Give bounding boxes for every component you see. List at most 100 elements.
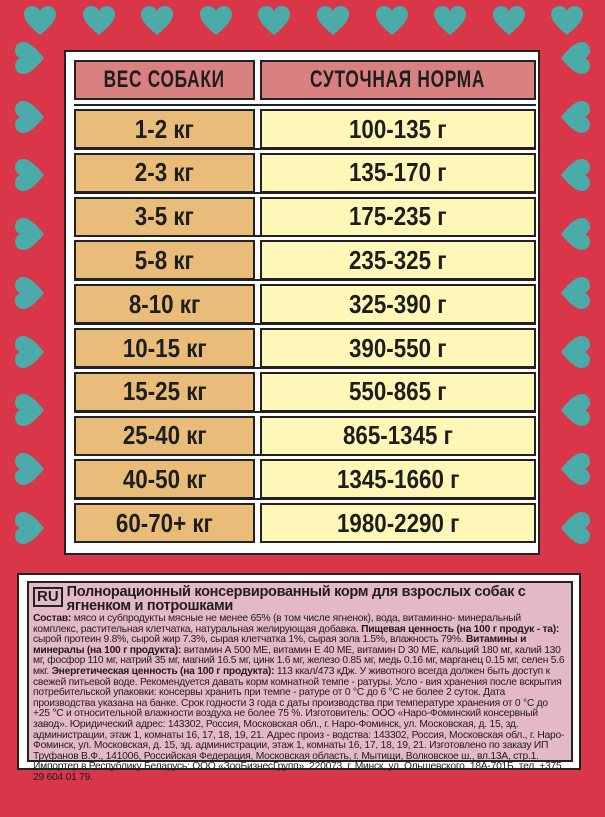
label-text: мясо и субпродукты мясные не менее 65% (… [33,613,521,635]
daily-norm-cell: 135-170 г [260,152,536,193]
cell-text: ВЕС СОБАКИ [103,66,226,93]
row-divider [74,147,536,150]
heart-icon [14,217,46,251]
heart-icon [82,5,116,37]
heart-icon [492,5,526,37]
table-row: 60-70+ кг 1980-2290 г [74,503,536,544]
header-daily-norm: СУТОЧНАЯ НОРМА [260,60,536,100]
cell-text: 25-40 кг [122,420,207,451]
dog-weight-cell: 1-2 кг [74,109,255,149]
heart-icon [199,5,233,37]
cell-text: 390-550 г [349,332,447,363]
heart-icon [14,276,46,310]
cell-text: 865-1345 г [342,420,454,451]
dog-weight-cell: 25-40 кг [74,415,255,456]
language-badge: RU [33,587,63,607]
cell-text: 1-2 кг [134,113,195,144]
dog-weight-cell: 10-15 кг [74,328,255,368]
daily-norm-cell: 550-865 г [260,371,536,412]
dog-weight-cell: 3-5 кг [74,196,255,237]
product-label: RU Полнорационный консервированный корм … [17,573,581,783]
heart-icon [375,5,409,37]
heart-icon [559,217,591,251]
cell-text: 40-50 кг [122,463,207,494]
cell-text: 550-865 г [349,376,447,407]
label-heading: Витамины и минералы (на 100 г продукта): [33,634,527,656]
table-row: 10-15 кг 390-550 г [74,328,536,368]
daily-norm-cell: 175-235 г [260,196,536,237]
label-heading: Состав: [33,613,72,624]
daily-norm-cell: 100-135 г [260,109,536,149]
dog-weight-cell: 5-8 кг [74,240,255,281]
heart-icon [559,335,591,369]
table-row: 3-5 кг 175-235 г [74,196,536,237]
row-divider [74,498,536,501]
daily-norm-cell: 235-325 г [260,240,536,281]
row-divider [74,410,536,413]
cell-text: 175-235 г [349,201,447,232]
label-text: витамин А 500 МЕ, витамин Е 40 МЕ, витам… [33,644,565,677]
heart-icon [316,5,350,37]
label-heading: Пищевая ценность (на 100 г продук - та): [361,623,560,635]
cell-text: 2-3 кг [134,157,195,188]
cell-text: 60-70+ кг [116,507,213,538]
header-dog-weight: ВЕС СОБАКИ [74,60,255,100]
label-panel: RU Полнорационный консервированный корм … [27,581,573,783]
row-divider [74,279,536,282]
cell-text: 15-25 кг [122,376,207,407]
cell-text: 8-10 кг [128,288,201,319]
heart-icon [14,393,46,427]
dog-weight-cell: 8-10 кг [74,284,255,325]
daily-norm-cell: 865-1345 г [260,415,536,456]
table-row: 8-10 кг 325-390 г [74,284,536,325]
heart-icon [14,158,46,192]
table-row: 25-40 кг 865-1345 г [74,415,536,456]
heart-icon [559,158,591,192]
daily-norm-cell: 390-550 г [260,328,536,368]
heart-icon [433,5,467,37]
dog-weight-cell: 60-70+ кг [74,503,255,544]
label-heading: Энергетическая ценность (на 100 г продук… [51,665,275,677]
heart-icon [14,100,46,134]
heart-icon [14,452,46,486]
cell-text: 3-5 кг [134,201,195,232]
table-row: 15-25 кг 550-865 г [74,371,536,412]
heart-icon [14,511,46,545]
dog-weight-cell: 40-50 кг [74,459,255,500]
dog-weight-cell: 2-3 кг [74,152,255,193]
daily-norm-cell: 325-390 г [260,284,536,325]
row-divider [74,366,536,369]
row-divider [74,454,536,457]
heart-icon [559,511,591,545]
row-divider [74,235,536,238]
heart-icon [559,452,591,486]
table-row: 5-8 кг 235-325 г [74,240,536,281]
table-row: 2-3 кг 135-170 г [74,152,536,193]
heart-icon [559,100,591,134]
cell-text: 1345-1660 г [336,463,460,494]
heart-icon [559,393,591,427]
table-row: 1-2 кг 100-135 г [74,109,536,149]
daily-norm-cell: 1345-1660 г [260,459,536,500]
product-description: Состав: мясо и субпродукты мясные не мен… [33,613,567,784]
heart-icon [257,5,291,37]
cell-text: 1980-2290 г [336,507,460,538]
row-divider [74,191,536,194]
heart-icon [559,41,591,75]
heart-icon [550,5,584,37]
dog-weight-cell: 15-25 кг [74,371,255,412]
heart-icon [559,276,591,310]
cell-text: 235-325 г [349,244,447,275]
row-divider [74,104,536,106]
heart-icon [14,335,46,369]
cell-text: 135-170 г [349,157,447,188]
label-text: 113 ккал/473 кДж. У животного всегда дол… [33,665,565,783]
product-title: Полнорационный консервированный корм для… [66,584,526,614]
table-header: ВЕС СОБАКИ СУТОЧНАЯ НОРМА [74,60,536,100]
row-divider [74,323,536,325]
heart-icon [14,41,46,75]
feeding-table: ВЕС СОБАКИ СУТОЧНАЯ НОРМА 1-2 кг 100-135 г 2… [64,50,540,555]
cell-text: 100-135 г [349,113,447,144]
label-text: сырой протеин 9.8%, сырой жир 7.3%, сыра… [33,634,466,646]
cell-text: 5-8 кг [134,244,195,275]
